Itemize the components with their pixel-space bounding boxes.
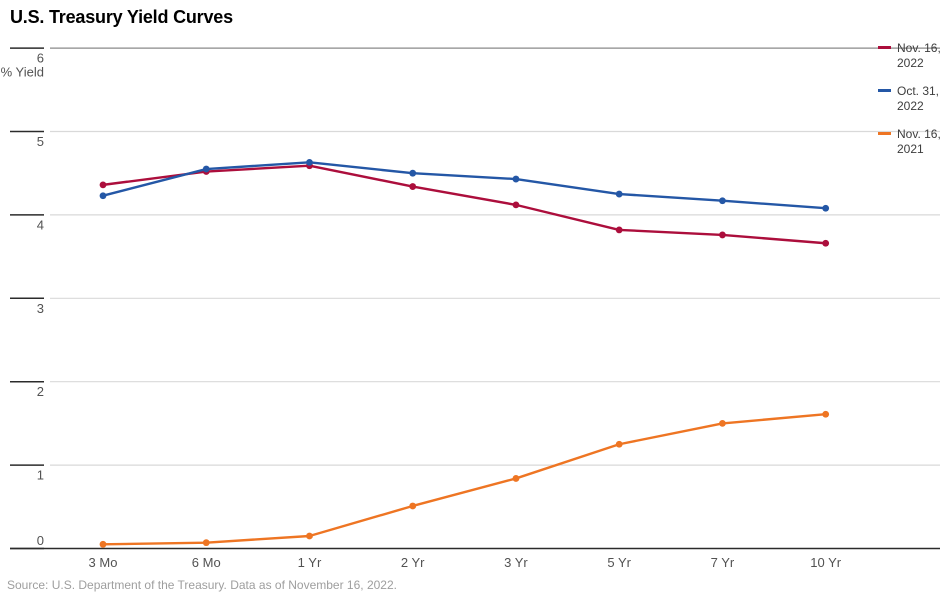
legend-dash-icon xyxy=(878,132,891,135)
data-point xyxy=(615,226,623,234)
page-title: U.S. Treasury Yield Curves xyxy=(10,7,233,27)
y-axis-label: % Yield xyxy=(1,65,44,80)
x-tick-label: 3 Mo xyxy=(89,555,118,570)
data-point xyxy=(306,532,313,540)
x-tick-label: 6 Mo xyxy=(192,555,221,570)
legend: Nov. 16, 2022 Oct. 31, 2022 Nov. 16, 202… xyxy=(878,41,944,170)
data-point xyxy=(822,204,830,212)
data-point xyxy=(615,440,623,448)
series-line xyxy=(102,413,826,546)
data-point xyxy=(99,540,107,548)
data-point xyxy=(512,475,520,482)
y-tick-label: 2 xyxy=(37,384,44,399)
x-tick-label: 5 Yr xyxy=(607,555,631,570)
legend-item-nov-16-2022: Nov. 16, 2022 xyxy=(878,41,944,70)
data-point xyxy=(719,231,726,239)
legend-item-nov-16-2021: Nov. 16, 2021 xyxy=(878,127,944,156)
data-point xyxy=(615,190,623,198)
x-tick-label: 7 Yr xyxy=(711,555,735,570)
data-point xyxy=(306,158,313,166)
y-tick-label: 1 xyxy=(37,468,44,483)
data-point xyxy=(99,192,107,200)
legend-dash-icon xyxy=(878,89,891,92)
y-tick-label: 0 xyxy=(37,533,44,548)
series-line xyxy=(102,161,826,210)
x-tick-label: 3 Yr xyxy=(504,555,528,570)
legend-item-oct-31-2022: Oct. 31, 2022 xyxy=(878,84,944,113)
x-tick-label: 1 Yr xyxy=(298,555,322,570)
data-point xyxy=(822,410,830,418)
y-tick-label: 4 xyxy=(37,217,44,232)
data-point xyxy=(409,502,417,510)
data-point xyxy=(822,239,830,247)
data-point xyxy=(512,201,520,209)
source-note: Source: U.S. Department of the Treasury.… xyxy=(7,578,397,592)
y-tick-label: 5 xyxy=(37,134,44,149)
data-point xyxy=(202,539,210,547)
data-point xyxy=(409,169,417,177)
legend-label: Nov. 16, 2022 xyxy=(897,41,941,70)
legend-label: Oct. 31, 2022 xyxy=(897,84,940,113)
y-tick-label: 6 xyxy=(37,51,44,66)
data-point xyxy=(512,175,520,183)
x-tick-label: 2 Yr xyxy=(401,555,425,570)
series-line xyxy=(102,164,826,245)
data-point xyxy=(719,197,726,205)
data-point xyxy=(99,181,107,189)
x-tick-label: 10 Yr xyxy=(810,555,842,570)
data-point xyxy=(202,165,210,173)
data-point xyxy=(409,183,417,190)
data-point xyxy=(719,420,726,427)
y-tick-label: 3 xyxy=(37,301,44,316)
legend-dash-icon xyxy=(878,46,891,49)
legend-label: Nov. 16, 2021 xyxy=(897,127,941,156)
